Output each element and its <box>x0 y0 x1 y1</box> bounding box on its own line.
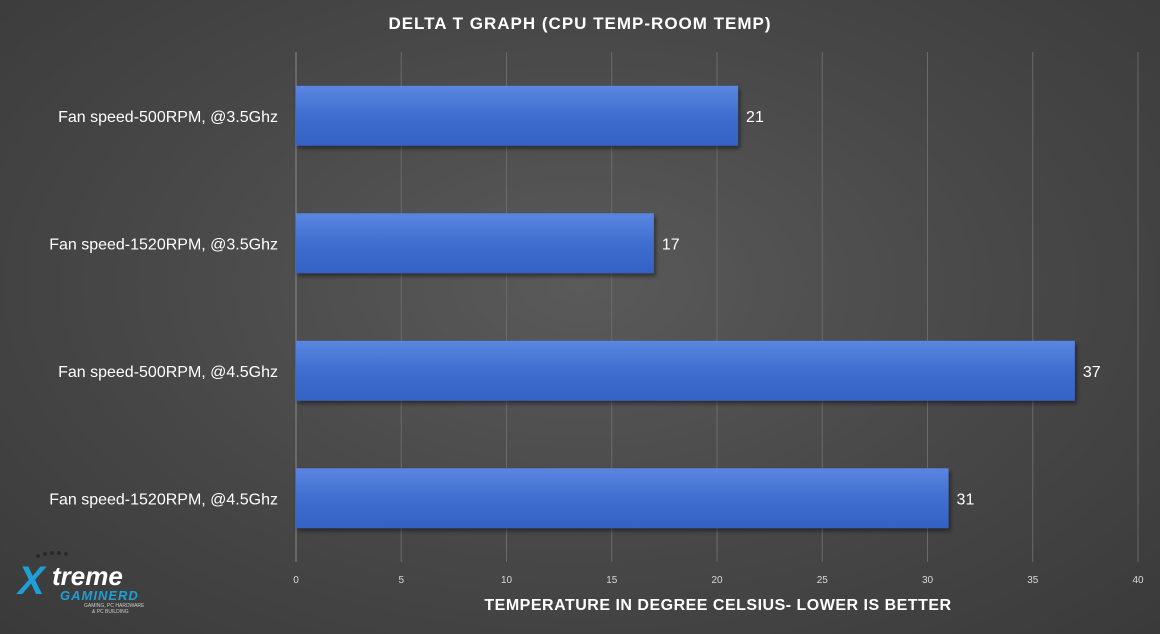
data-label: 37 <box>1083 364 1101 381</box>
x-tick-label: 35 <box>1027 575 1039 586</box>
category-label: Fan speed-500RPM, @3.5Ghz <box>58 109 278 126</box>
bar <box>296 340 1075 401</box>
bar <box>296 85 739 146</box>
x-tick-label: 10 <box>501 575 513 586</box>
logo-tagline-1: GAMING, PC HARDWARE <box>84 603 145 609</box>
bar <box>296 213 654 274</box>
category-label: Fan speed-500RPM, @4.5Ghz <box>58 364 278 381</box>
data-labels: 21 17 37 31 <box>662 109 1101 509</box>
x-tick-label: 25 <box>817 575 829 586</box>
logo-sub-text: GAMINERD <box>60 588 139 603</box>
logo-tagline-2: & PC BUILDING <box>92 609 129 615</box>
category-label: Fan speed-1520RPM, @3.5Ghz <box>49 236 278 253</box>
xtremegaminerd-logo: X treme GAMINERD GAMING, PC HARDWARE & P… <box>16 551 145 615</box>
x-tick-label: 0 <box>293 575 299 586</box>
bar <box>296 468 949 529</box>
chart-title: DELTA T GRAPH (CPU TEMP-ROOM TEMP) <box>388 14 771 33</box>
x-axis-label: TEMPERATURE IN DEGREE CELSIUS- LOWER IS … <box>484 597 951 614</box>
logo-dots <box>36 551 68 558</box>
x-tick-label: 15 <box>606 575 618 586</box>
x-tick-label: 30 <box>922 575 934 586</box>
x-tick-label: 5 <box>398 575 404 586</box>
x-tick-label: 20 <box>711 575 723 586</box>
data-label: 21 <box>746 109 764 126</box>
data-label: 17 <box>662 236 680 253</box>
data-label: 31 <box>957 491 975 508</box>
logo-x-letter: X <box>16 559 47 603</box>
logo-main-text: treme <box>52 561 123 591</box>
category-label: Fan speed-1520RPM, @4.5Ghz <box>49 491 278 508</box>
x-tick-labels: 0 5 10 15 20 25 30 35 40 <box>293 575 1144 586</box>
x-tick-label: 40 <box>1132 575 1144 586</box>
bars <box>296 85 1075 529</box>
category-labels: Fan speed-500RPM, @3.5Ghz Fan speed-1520R… <box>49 109 278 509</box>
